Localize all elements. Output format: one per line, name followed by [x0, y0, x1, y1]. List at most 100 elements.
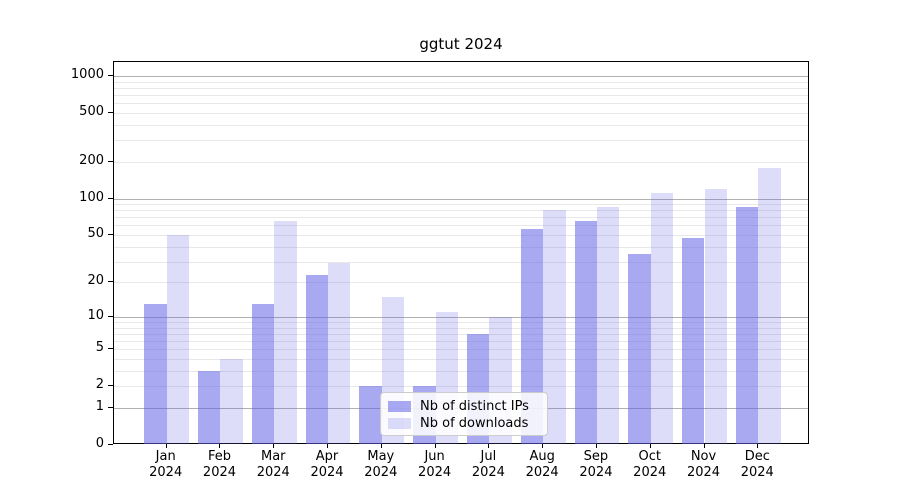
x-tick-mark-sep	[595, 444, 597, 448]
gridline-y-800	[114, 87, 808, 89]
y-tick-mark-0	[108, 444, 113, 445]
gridline-y-400	[114, 124, 808, 126]
gridline-y-2	[114, 386, 808, 388]
legend-label-distinct-ips: Nb of distinct IPs	[420, 399, 529, 414]
legend-swatch-distinct-ips-icon	[388, 401, 411, 412]
gridline-y-10	[114, 316, 808, 318]
bar-distinct-ips-aug	[520, 229, 544, 444]
x-tick-mark-feb	[219, 444, 221, 448]
bar-distinct-ips-apr	[305, 275, 329, 444]
legend-item-downloads: Nb of downloads	[388, 415, 539, 432]
bar-downloads-feb	[220, 359, 243, 444]
x-tick-label-jul: Jul 2024	[471, 449, 505, 480]
y-tick-label-100: 100	[79, 189, 104, 205]
gridline-y-200	[114, 161, 808, 163]
gridline-y-700	[114, 95, 808, 97]
y-tick-label-5: 5	[95, 340, 104, 356]
y-tick-mark-1000	[108, 75, 113, 76]
legend-swatch-downloads-icon	[388, 418, 411, 429]
y-tick-mark-50	[108, 233, 113, 235]
x-tick-mark-apr	[327, 444, 329, 448]
gridline-y-80	[114, 210, 808, 212]
y-tick-mark-100	[108, 197, 113, 199]
x-tick-label-feb: Feb 2024	[202, 449, 237, 480]
x-tick-label-may: May 2024	[364, 449, 398, 480]
bar-distinct-ips-feb	[198, 370, 221, 444]
y-tick-mark-500	[108, 111, 113, 113]
bar-distinct-ips-sep	[574, 221, 597, 444]
legend-item-distinct-ips: Nb of distinct IPs	[388, 398, 539, 415]
gridline-y-30	[114, 261, 808, 263]
x-tick-mark-oct	[649, 444, 651, 448]
y-tick-mark-20	[108, 281, 113, 283]
x-tick-mark-jan	[165, 444, 167, 448]
x-tick-label-jun: Jun 2024	[418, 449, 452, 480]
y-tick-label-500: 500	[79, 103, 104, 119]
gridline-y-100	[114, 198, 808, 200]
bar-downloads-sep	[596, 207, 620, 444]
y-tick-mark-2	[108, 385, 113, 387]
bar-distinct-ips-mar	[251, 304, 275, 444]
y-tick-label-200: 200	[79, 152, 104, 168]
bar-downloads-oct	[650, 193, 674, 444]
gridline-y-600	[114, 103, 808, 105]
x-tick-mark-may	[380, 444, 382, 448]
x-tick-mark-mar	[273, 444, 275, 448]
gridline-y-20	[114, 282, 808, 284]
bar-distinct-ips-jan	[144, 304, 167, 444]
x-tick-mark-nov	[703, 444, 705, 448]
bar-downloads-jan	[166, 234, 190, 444]
bar-downloads-mar	[274, 221, 297, 444]
x-tick-label-sep: Sep 2024	[579, 449, 613, 480]
y-tick-label-0: 0	[95, 436, 104, 451]
bar-distinct-ips-may	[359, 386, 382, 444]
x-tick-mark-jul	[488, 444, 490, 448]
y-tick-label-2: 2	[95, 377, 104, 393]
gridline-y-7	[114, 333, 808, 335]
y-tick-label-10: 10	[87, 307, 104, 323]
gridline-y-8	[114, 327, 808, 329]
x-tick-mark-aug	[542, 444, 544, 448]
x-tick-label-dec: Dec 2024	[740, 449, 774, 480]
gridline-y-1000	[114, 76, 808, 77]
legend: Nb of distinct IPs Nb of downloads	[380, 392, 548, 436]
gridline-y-300	[114, 140, 808, 142]
x-tick-label-aug: Aug 2024	[525, 449, 559, 480]
x-tick-label-jan: Jan 2024	[149, 449, 183, 480]
gridline-y-90	[114, 204, 808, 206]
y-tick-label-50: 50	[87, 225, 104, 241]
x-tick-mark-dec	[757, 444, 759, 448]
x-tick-mark-jun	[434, 444, 436, 448]
y-tick-mark-5	[108, 348, 113, 350]
bar-distinct-ips-oct	[628, 253, 651, 444]
gridline-y-5	[114, 349, 808, 351]
bar-downloads-aug	[543, 210, 566, 444]
gridline-y-50	[114, 234, 808, 236]
y-tick-label-1: 1	[95, 398, 104, 414]
gridline-y-4	[114, 359, 808, 361]
gridline-y-6	[114, 341, 808, 343]
bar-distinct-ips-dec	[735, 207, 759, 444]
y-tick-mark-10	[108, 315, 113, 317]
gridline-y-500	[114, 112, 808, 114]
x-tick-label-nov: Nov 2024	[686, 449, 721, 480]
x-tick-label-apr: Apr 2024	[310, 449, 344, 480]
gridline-y-9	[114, 322, 808, 324]
plot-area	[113, 61, 809, 444]
bar-downloads-nov	[704, 188, 727, 444]
gridline-y-3	[114, 370, 808, 372]
bar-downloads-apr	[328, 263, 351, 444]
legend-label-downloads: Nb of downloads	[420, 416, 529, 431]
chart-title: ggtut 2024	[419, 35, 503, 53]
gridline-y-70	[114, 217, 808, 219]
y-tick-label-20: 20	[87, 273, 104, 289]
x-tick-label-mar: Mar 2024	[256, 449, 290, 480]
gridline-y-900	[114, 81, 808, 83]
x-tick-label-oct: Oct 2024	[633, 449, 667, 480]
bar-distinct-ips-nov	[682, 238, 705, 444]
bar-downloads-dec	[758, 167, 781, 444]
y-tick-mark-200	[108, 160, 113, 162]
y-tick-label-1000: 1000	[70, 67, 104, 82]
y-tick-mark-1	[108, 406, 113, 408]
